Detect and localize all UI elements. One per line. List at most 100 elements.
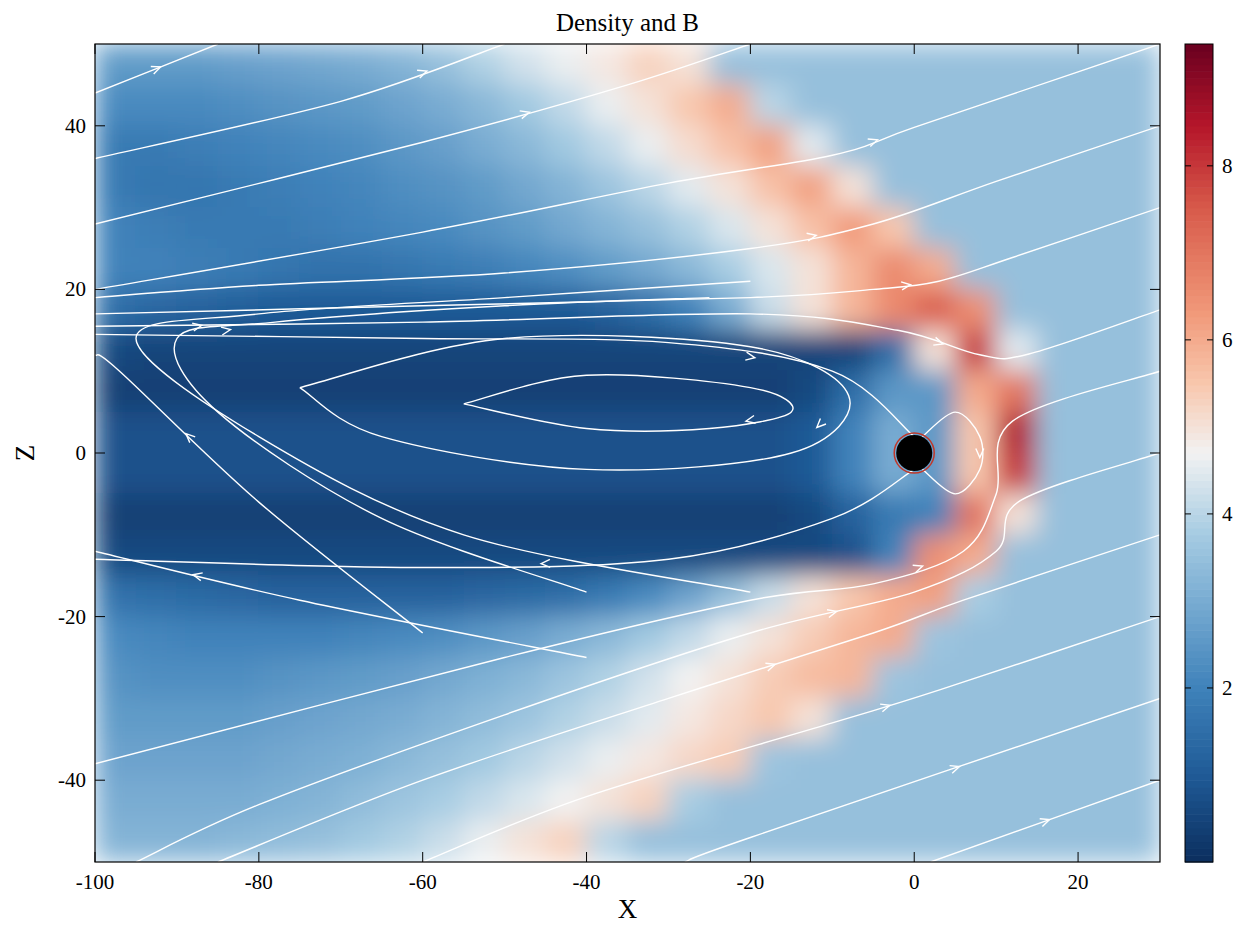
density-cell (545, 207, 587, 249)
colorbar-step (1185, 596, 1213, 603)
density-cell (299, 821, 341, 862)
density-cell (791, 371, 833, 413)
density-cell (463, 125, 505, 167)
density-cell (217, 453, 259, 495)
density-cell (750, 453, 792, 495)
colorbar-step (1185, 146, 1213, 153)
density-cell (955, 330, 997, 372)
density-cell (545, 657, 587, 699)
density-cell (135, 780, 177, 822)
colorbar-step (1185, 589, 1213, 596)
density-cell (95, 125, 136, 167)
colorbar-step (1185, 208, 1213, 215)
density-cell (340, 44, 382, 85)
colorbar-step (1185, 671, 1213, 678)
field-line (95, 44, 1160, 289)
density-cell (873, 657, 915, 699)
colorbar-step (1185, 249, 1213, 256)
density-cell (463, 44, 505, 85)
density-cell (217, 534, 259, 576)
density-cell (791, 657, 833, 699)
density-cell (463, 371, 505, 413)
density-cell (545, 412, 587, 454)
density-cell (791, 534, 833, 576)
density-cell (627, 493, 669, 535)
density-cell (381, 330, 423, 372)
colorbar-step (1185, 133, 1213, 140)
density-cell (258, 739, 300, 781)
density-cell (258, 616, 300, 658)
density-cell (832, 44, 874, 85)
density-cell (1119, 616, 1160, 658)
density-cell (709, 493, 751, 535)
field-line (95, 334, 914, 436)
colorbar-tick (1185, 687, 1191, 688)
field-arrow (976, 449, 984, 458)
density-cell (504, 125, 546, 167)
density-cell (750, 125, 792, 167)
colorbar-step (1185, 521, 1213, 528)
density-cell (135, 616, 177, 658)
density-cell (217, 207, 259, 249)
density-cell (340, 821, 382, 862)
density-cell (668, 493, 710, 535)
density-cell (955, 125, 997, 167)
density-cell (996, 453, 1038, 495)
density-cell (1078, 821, 1120, 862)
density-cell (258, 125, 300, 167)
density-cell (832, 493, 874, 535)
y-tick-right (1150, 453, 1160, 454)
colorbar-step (1185, 153, 1213, 160)
density-cell (95, 207, 136, 249)
density-cell (381, 575, 423, 617)
field-line (174, 298, 709, 592)
colorbar-step (1185, 221, 1213, 228)
colorbar-step (1185, 167, 1213, 174)
density-cell (627, 575, 669, 617)
colorbar-step (1185, 112, 1213, 119)
colorbar-step (1185, 698, 1213, 705)
density-cell (545, 739, 587, 781)
density-cell (545, 84, 587, 126)
density-cell (381, 371, 423, 413)
density-cell (791, 125, 833, 167)
density-cell (1078, 575, 1120, 617)
density-cell (873, 371, 915, 413)
y-tick-label: 0 (76, 441, 87, 465)
density-cell (750, 44, 792, 85)
density-cell (95, 657, 136, 699)
density-cell (955, 453, 997, 495)
density-cell (668, 739, 710, 781)
density-cell (381, 821, 423, 862)
density-cell (750, 534, 792, 576)
density-cell (996, 780, 1038, 822)
density-cell (299, 166, 341, 208)
field-arrow (186, 434, 195, 443)
colorbar-step (1185, 555, 1213, 562)
density-cell (135, 575, 177, 617)
density-cell (914, 207, 956, 249)
colorbar-step (1185, 44, 1213, 51)
density-cell (627, 125, 669, 167)
field-arrow (221, 327, 231, 335)
colorbar-step (1185, 105, 1213, 112)
colorbar-step (1185, 426, 1213, 433)
density-cell (381, 289, 423, 331)
density-cell (832, 84, 874, 126)
colorbar-step (1185, 460, 1213, 467)
density-cell (258, 371, 300, 413)
density-cell (709, 534, 751, 576)
density-cell (668, 125, 710, 167)
y-tick (95, 780, 105, 781)
density-cell (955, 739, 997, 781)
density-cell (176, 412, 218, 454)
colorbar-tick (1207, 165, 1213, 166)
colorbar-step (1185, 419, 1213, 426)
colorbar-step (1185, 685, 1213, 692)
field-arrow (817, 418, 826, 427)
density-cell (381, 493, 423, 535)
colorbar-step (1185, 487, 1213, 494)
y-tick-label: -20 (58, 605, 86, 629)
density-cell (996, 657, 1038, 699)
density-cell (627, 84, 669, 126)
